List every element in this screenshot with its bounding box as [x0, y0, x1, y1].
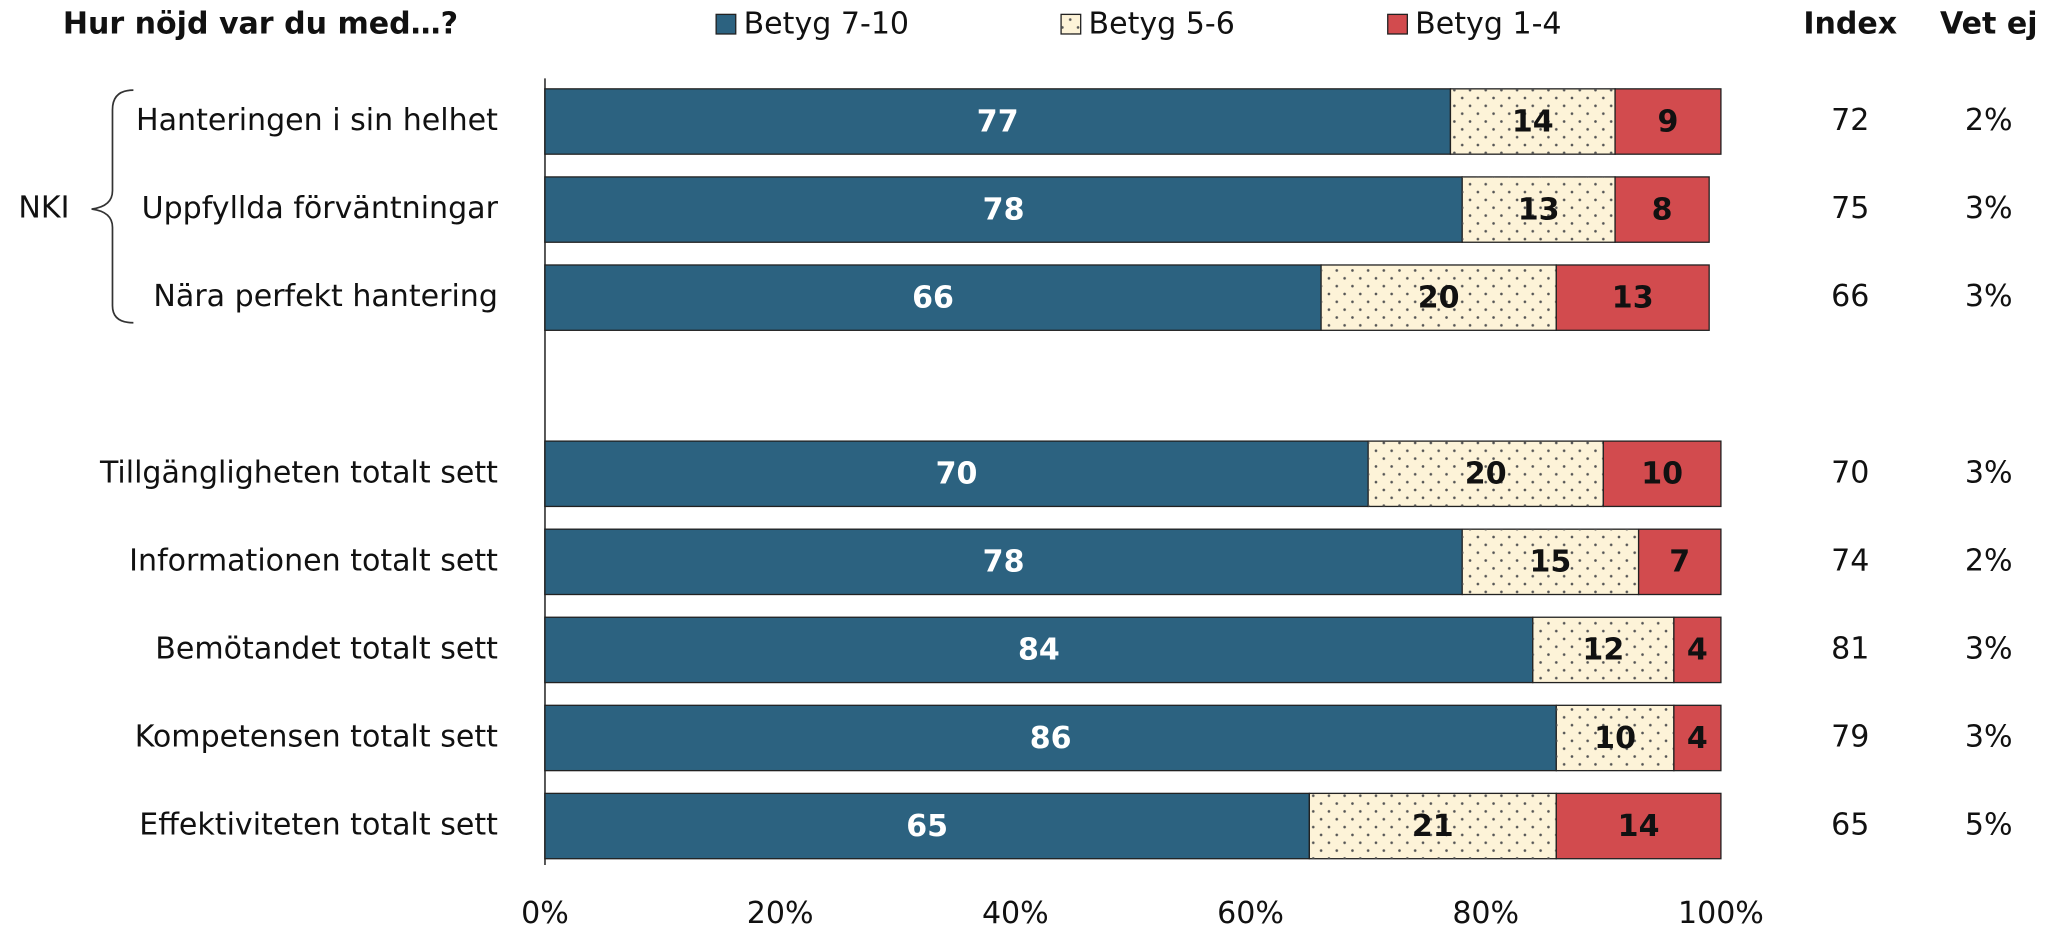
- bar-pattern: [1321, 264, 1557, 331]
- bar-value-label: 10: [1594, 721, 1636, 756]
- bar-value-label: 21: [1412, 809, 1454, 844]
- legend-swatch: [715, 13, 737, 35]
- bar-value-label: 14: [1618, 809, 1660, 844]
- bar-value-label: 4: [1687, 721, 1708, 756]
- column-header: Index: [1803, 6, 1897, 41]
- bar-value-label: 10: [1641, 457, 1683, 492]
- bar-value-label: 9: [1658, 104, 1679, 139]
- y-tick-label: Nära perfekt hantering: [153, 279, 498, 314]
- bar-segment: [544, 440, 1369, 508]
- bar-value-label: 7: [1669, 545, 1690, 580]
- y-tick-label: Kompetensen totalt sett: [135, 719, 498, 754]
- column-value: 3%: [1965, 719, 2013, 754]
- bar-pattern: [1462, 529, 1639, 595]
- bar-segment: [544, 264, 1322, 331]
- column-value: 75: [1831, 191, 1869, 226]
- bar-value-label: 4: [1687, 633, 1708, 668]
- bar-segment: [544, 528, 1463, 596]
- bar-segment: [1614, 88, 1722, 155]
- bar-value-label: 84: [1018, 633, 1060, 668]
- y-tick-label: Informationen totalt sett: [129, 543, 498, 578]
- bar-value-label: 77: [977, 104, 1019, 139]
- bar-value-label: 15: [1529, 545, 1571, 580]
- column-value: 2%: [1965, 543, 2013, 578]
- x-tick-label: 40%: [982, 896, 1049, 929]
- bar-pattern: [1309, 793, 1557, 859]
- bar-value-label: 12: [1582, 633, 1624, 668]
- y-tick-label: Effektiviteten totalt sett: [139, 808, 498, 843]
- x-tick-label: 0%: [521, 896, 569, 929]
- x-tick-label: 60%: [1217, 896, 1284, 929]
- x-tick-label: 100%: [1678, 896, 1764, 929]
- bar-pattern: [1368, 441, 1604, 507]
- y-tick-label: Tillgängligheten totalt sett: [99, 455, 498, 490]
- bar-segment: [1637, 528, 1722, 596]
- bar-value-label: 66: [912, 280, 954, 315]
- column-value: 66: [1831, 279, 1869, 314]
- bar-value-label: 13: [1518, 192, 1560, 227]
- legend-swatch: [1387, 13, 1408, 35]
- legend-label: Betyg 5-6: [1089, 6, 1235, 41]
- bar-value-label: 78: [983, 545, 1025, 580]
- column-value: 3%: [1965, 631, 2013, 666]
- column-value: 79: [1831, 719, 1869, 754]
- y-tick-label: Uppfyllda förväntningar: [142, 191, 499, 226]
- column-value: 70: [1831, 455, 1869, 490]
- bar-pattern: [1556, 705, 1674, 771]
- x-tick-label: 20%: [747, 896, 814, 929]
- column-value: 3%: [1965, 191, 2013, 226]
- bar-value-label: 8: [1652, 192, 1673, 227]
- x-tick-label: 80%: [1452, 896, 1519, 929]
- bar-value-label: 14: [1512, 104, 1554, 139]
- bar-value-label: 20: [1465, 457, 1507, 492]
- bar-value-label: 70: [936, 457, 978, 492]
- bar-value-label: 20: [1418, 280, 1460, 315]
- column-value: 2%: [1965, 103, 2013, 138]
- legend-label: Betyg 1-4: [1415, 6, 1561, 41]
- column-value: 3%: [1965, 455, 2013, 490]
- column-header: Vet ej: [1940, 6, 2038, 41]
- column-value: 3%: [1965, 279, 2013, 314]
- bar-pattern: [1532, 617, 1674, 683]
- bar-segment: [1673, 616, 1722, 684]
- bar-segment: [1673, 704, 1722, 772]
- bar-pattern: [1450, 88, 1616, 155]
- group-label: NKI: [18, 191, 69, 226]
- bar-pattern: [1462, 176, 1616, 243]
- column-value: 81: [1831, 631, 1869, 666]
- bar-value-label: 86: [1030, 721, 1072, 756]
- group-brace: [91, 89, 134, 324]
- bar-segment: [544, 88, 1452, 155]
- legend-label: Betyg 7-10: [744, 6, 909, 41]
- bar-value-label: 78: [983, 192, 1025, 227]
- legend-swatch-pattern: [1061, 14, 1081, 34]
- chart-title: Hur nöjd var du med…?: [63, 6, 458, 41]
- bar-value-label: 65: [906, 809, 948, 844]
- bar-segment: [1555, 792, 1722, 860]
- bar-segment: [1555, 264, 1710, 331]
- column-value: 5%: [1965, 808, 2013, 843]
- column-value: 74: [1831, 543, 1869, 578]
- bar-segment: [544, 176, 1463, 243]
- bar-segment: [544, 704, 1557, 772]
- column-value: 65: [1831, 808, 1869, 843]
- y-tick-label: Hanteringen i sin helhet: [136, 103, 498, 138]
- bar-segment: [1602, 440, 1722, 508]
- bar-value-label: 13: [1612, 280, 1654, 315]
- y-tick-label: Bemötandet totalt sett: [155, 631, 498, 666]
- column-value: 72: [1831, 103, 1869, 138]
- bar-segment: [1614, 176, 1710, 243]
